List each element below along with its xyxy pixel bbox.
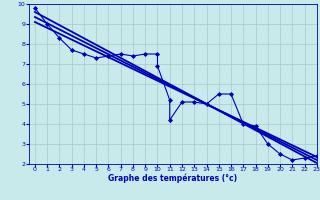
X-axis label: Graphe des températures (°c): Graphe des températures (°c) — [108, 174, 237, 183]
